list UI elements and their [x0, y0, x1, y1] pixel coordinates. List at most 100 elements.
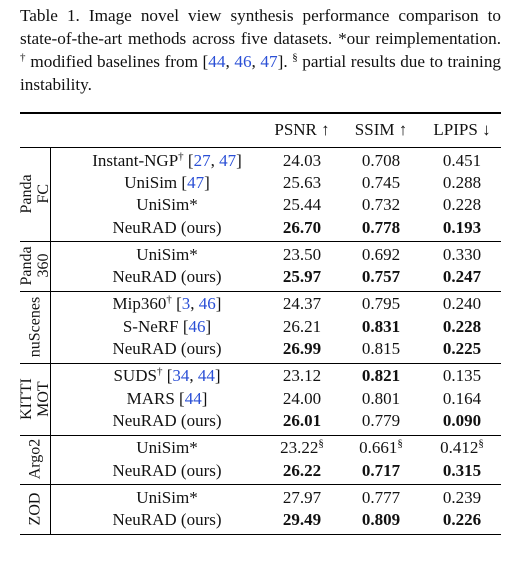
value-text: 0.330: [442, 244, 482, 264]
value-text: 23.12: [282, 366, 322, 386]
rule: [20, 362, 501, 364]
method-name: UniSim*: [136, 245, 197, 265]
value-text: 0.164: [442, 388, 482, 408]
text: Table 1. Image novel view synthesis perf…: [20, 6, 501, 48]
value-text: 0.732: [361, 195, 401, 215]
text: [: [183, 150, 194, 170]
metric-value: 27.97: [283, 488, 321, 508]
citation: 46: [198, 294, 216, 314]
text: UniSim*: [136, 195, 198, 215]
metric-value: 0.228: [443, 317, 481, 337]
text: ]: [236, 150, 242, 170]
superscript: §: [397, 437, 403, 450]
value-text: 25.44: [282, 195, 322, 215]
text: ,: [225, 52, 235, 71]
metric-value: 24.00: [283, 389, 321, 409]
citation: 44: [208, 52, 226, 71]
metric-value: 0.164: [443, 389, 481, 409]
text: ]: [215, 294, 222, 314]
group-label: Panda FC: [18, 175, 52, 214]
value-text: 0.708: [361, 150, 401, 170]
citation: 47: [187, 172, 205, 192]
metric-value: 0.708: [362, 151, 400, 171]
value-text: 0.240: [442, 294, 482, 314]
superscript: †: [178, 149, 184, 162]
value-text: 0.801: [361, 388, 401, 408]
method-name: NeuRAD (ours): [112, 461, 221, 481]
metric-value: 0.778: [362, 218, 400, 238]
text: ]: [204, 172, 210, 192]
citation: 46: [234, 52, 252, 71]
value-text: 25.63: [282, 172, 322, 192]
method-name: MARS [44]: [127, 389, 208, 409]
method-name: NeuRAD (ours): [112, 218, 221, 238]
metric-value: 0.717: [362, 461, 400, 481]
text: ,: [189, 366, 198, 386]
value-text: 0.821: [361, 366, 401, 386]
text: ]: [205, 316, 212, 336]
text: S-NeRF [: [122, 316, 189, 336]
method-name: NeuRAD (ours): [112, 339, 221, 359]
metric-value: 24.37: [283, 294, 321, 314]
value-text: 0.779: [361, 410, 401, 430]
text: UniSim*: [136, 487, 198, 507]
metric-value: 0.412§: [440, 438, 484, 458]
superscript: †: [156, 365, 163, 378]
value-text: 0.135: [442, 366, 482, 386]
citation: 46: [188, 316, 206, 336]
metric-value: 24.03: [283, 151, 321, 171]
value-text: 0.717: [361, 460, 401, 480]
text: Instant-NGP: [92, 150, 179, 170]
value-text: 0.692: [361, 244, 401, 264]
metric-value: 0.692: [362, 245, 400, 265]
metric-value: 25.44: [283, 195, 321, 215]
metric-value: 23.50: [283, 245, 321, 265]
group-label: KITTI MOT: [18, 378, 52, 420]
group-label-line: Panda: [18, 174, 35, 214]
rule: [20, 484, 501, 486]
metric-value: 26.22: [283, 461, 321, 481]
metric-value: 0.135: [443, 366, 481, 386]
metric-value: 0.795: [362, 294, 400, 314]
value-text: 27.97: [282, 487, 322, 507]
text: partial results due to training instabil…: [20, 52, 502, 94]
text: ,: [210, 150, 220, 170]
metric-value: 25.63: [283, 173, 321, 193]
metric-value: 0.831: [362, 317, 400, 337]
metric-value: 0.801: [362, 389, 400, 409]
group-label-line: Argo2: [26, 439, 44, 480]
metric-value: 0.247: [443, 267, 481, 287]
value-text: 26.21: [282, 316, 322, 336]
value-text: 25.97: [282, 267, 322, 287]
value-text: 0.090: [442, 410, 482, 430]
value-text: 23.22: [280, 438, 319, 458]
value-text: 0.745: [361, 172, 401, 192]
text: UniSim*: [136, 438, 198, 458]
text: ].: [277, 52, 293, 71]
text: [: [162, 366, 173, 386]
metric-value: 0.240: [443, 294, 481, 314]
value-text: 24.03: [282, 150, 322, 170]
group-label-line: ZOD: [26, 492, 44, 526]
method-name: SUDS† [34, 44]: [113, 366, 220, 386]
method-name: Instant-NGP† [27, 47]: [92, 149, 242, 171]
value-text: 26.22: [282, 460, 322, 480]
method-name: NeuRAD (ours): [112, 411, 221, 431]
method-name: UniSim*: [136, 488, 197, 508]
rule: [20, 290, 501, 292]
value-text: 24.00: [282, 388, 322, 408]
metric-value: 23.12: [283, 366, 321, 386]
text: Mip360: [112, 294, 167, 314]
citation: 44: [197, 366, 215, 386]
citation: 3: [181, 294, 191, 314]
value-text: 0.247: [442, 267, 482, 287]
metric-value: 0.315: [443, 461, 481, 481]
metric-value: 0.745: [362, 173, 400, 193]
value-text: 0.795: [361, 294, 401, 314]
metric-value: 0.757: [362, 267, 400, 287]
value-text: 0.315: [442, 460, 482, 480]
superscript: †: [166, 293, 172, 306]
rule: [20, 147, 501, 148]
rule: [20, 533, 501, 536]
